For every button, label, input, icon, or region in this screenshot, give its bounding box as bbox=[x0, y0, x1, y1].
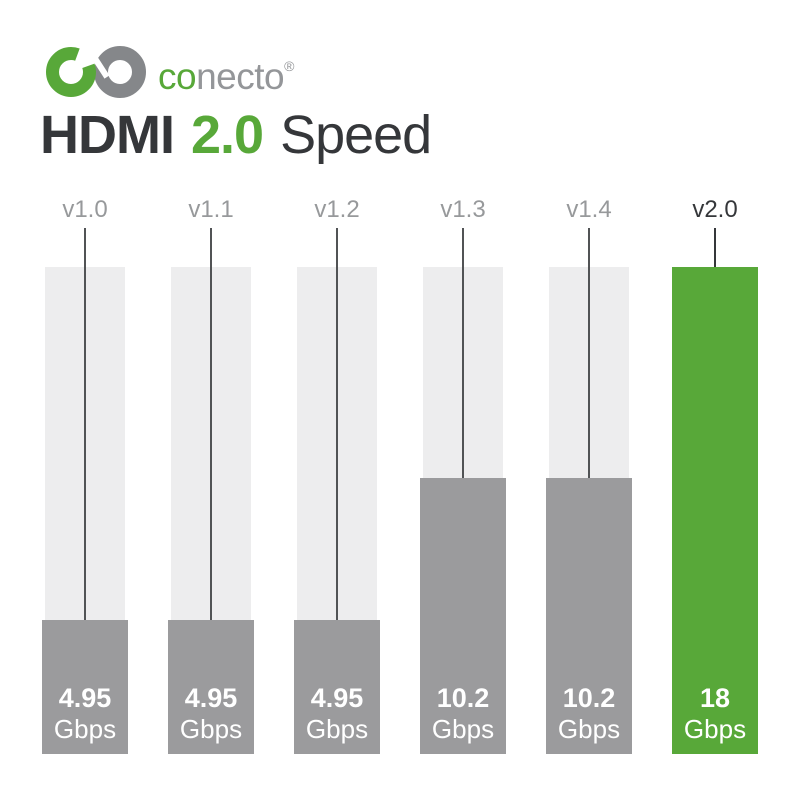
bar-chart: v1.0 4.95 Gbps v1.1 4.95 bbox=[42, 197, 758, 754]
pointer-line bbox=[84, 228, 86, 620]
registered-mark: ® bbox=[284, 58, 294, 74]
value-unit: Gbps bbox=[683, 714, 747, 744]
bar-fill: 4.95 Gbps bbox=[168, 620, 254, 754]
chart-column-v1-2: v1.2 4.95 Gbps bbox=[294, 197, 380, 754]
value-unit: Gbps bbox=[179, 714, 243, 744]
bar-plot: 4.95 Gbps bbox=[168, 228, 254, 754]
pointer-line bbox=[336, 228, 338, 620]
conecto-infinity-logo-icon bbox=[46, 45, 146, 98]
chart-column-v1-3: v1.3 10.2 Gbps bbox=[420, 197, 506, 754]
value-number: 10.2 bbox=[562, 683, 616, 713]
pointer-line bbox=[714, 228, 716, 267]
version-label: v1.2 bbox=[314, 196, 360, 223]
bar-fill: 10.2 Gbps bbox=[546, 478, 632, 754]
chart-column-v1-1: v1.1 4.95 Gbps bbox=[168, 197, 254, 754]
title-version: 2.0 bbox=[190, 105, 264, 165]
chart-column-v1-4: v1.4 10.2 Gbps bbox=[546, 197, 632, 754]
bar-plot: 4.95 Gbps bbox=[42, 228, 128, 754]
bar-fill: 10.2 Gbps bbox=[420, 478, 506, 754]
value-label: 4.95 Gbps bbox=[42, 683, 128, 744]
bar-plot: 10.2 Gbps bbox=[420, 228, 506, 754]
bar-fill: 18 Gbps bbox=[672, 267, 758, 754]
bar-plot: 4.95 Gbps bbox=[294, 228, 380, 754]
chart-column-v1-0: v1.0 4.95 Gbps bbox=[42, 197, 128, 754]
logo-gap-slash bbox=[83, 45, 110, 79]
brand: conecto® bbox=[44, 40, 294, 103]
value-label: 4.95 Gbps bbox=[168, 683, 254, 744]
value-label: 10.2 Gbps bbox=[420, 683, 506, 744]
value-number: 4.95 bbox=[310, 683, 364, 713]
chart-column-v2-0: v2.0 18 Gbps bbox=[672, 197, 758, 754]
bar-plot: 10.2 Gbps bbox=[546, 228, 632, 754]
value-number: 10.2 bbox=[436, 683, 490, 713]
title-hdmi: HDMI bbox=[40, 105, 175, 165]
version-label: v1.0 bbox=[62, 196, 108, 223]
version-label: v1.1 bbox=[188, 196, 234, 223]
pointer-line bbox=[588, 228, 590, 478]
value-unit: Gbps bbox=[431, 714, 495, 744]
wordmark-necto: necto bbox=[196, 56, 285, 97]
value-label: 10.2 Gbps bbox=[546, 683, 632, 744]
bar-plot: 18 Gbps bbox=[672, 228, 758, 754]
page-title: HDMI 2.0 Speed bbox=[40, 105, 432, 165]
value-label: 4.95 Gbps bbox=[294, 683, 380, 744]
value-label: 18 Gbps bbox=[672, 683, 758, 744]
version-label: v1.3 bbox=[440, 196, 486, 223]
value-number: 18 bbox=[699, 683, 731, 713]
value-unit: Gbps bbox=[53, 714, 117, 744]
wordmark-co: co bbox=[158, 56, 197, 97]
bar-fill: 4.95 Gbps bbox=[294, 620, 380, 754]
brand-wordmark: conecto® bbox=[158, 40, 294, 103]
value-number: 4.95 bbox=[58, 683, 112, 713]
version-label: v2.0 bbox=[692, 196, 738, 223]
title-speed: Speed bbox=[280, 105, 432, 165]
value-number: 4.95 bbox=[184, 683, 238, 713]
value-unit: Gbps bbox=[305, 714, 369, 744]
logo-left-ring-icon bbox=[46, 46, 96, 97]
pointer-line bbox=[462, 228, 464, 478]
pointer-line bbox=[210, 228, 212, 620]
value-unit: Gbps bbox=[557, 714, 621, 744]
version-label: v1.4 bbox=[566, 196, 612, 223]
bar-fill: 4.95 Gbps bbox=[42, 620, 128, 754]
